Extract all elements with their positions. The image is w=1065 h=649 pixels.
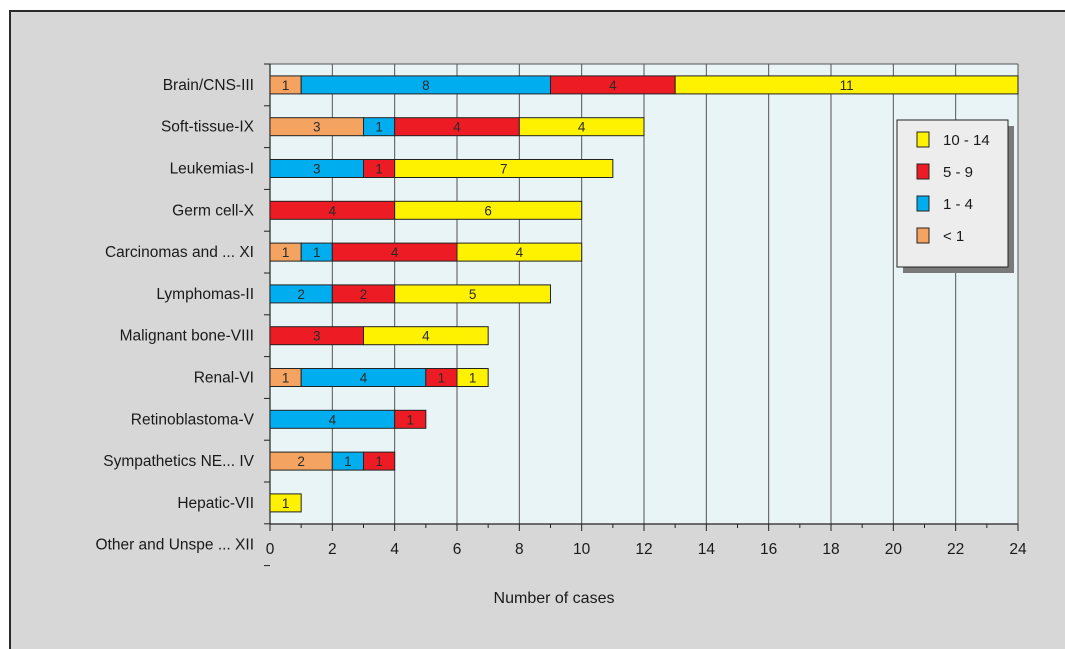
- bar-value-label: 11: [840, 78, 854, 93]
- category-label: Other and Unspe ... XII: [95, 537, 254, 554]
- bar-value-label: 4: [360, 371, 368, 386]
- legend-swatch: [916, 195, 930, 212]
- category-label: Retinoblastoma-V: [131, 411, 255, 428]
- x-tick-label: 20: [885, 541, 903, 558]
- x-tick-label: 12: [635, 541, 652, 558]
- bar-segment: [363, 451, 396, 471]
- bar-value-label: 1: [375, 120, 383, 135]
- legend-label: < 1: [943, 228, 964, 245]
- x-axis-title: Number of cases: [494, 590, 615, 607]
- x-tick-label: 4: [390, 541, 399, 558]
- bar-value-label: 2: [297, 287, 305, 302]
- category-label: Soft-tissue-IX: [161, 119, 255, 136]
- x-tick-label: 24: [1009, 541, 1027, 558]
- bar-value-label: 5: [469, 287, 477, 302]
- bar-value-label: 3: [313, 329, 321, 344]
- bar-value-label: 7: [500, 162, 508, 177]
- category-label: Sympathetics NE... IV: [103, 453, 254, 470]
- x-tick-label: 2: [328, 541, 337, 558]
- legend-label: 10 - 14: [943, 132, 990, 149]
- bar-value-label: 3: [313, 162, 321, 177]
- category-label: Malignant bone-VIII: [120, 328, 254, 345]
- bar-segment: [269, 493, 302, 513]
- bar-value-label: 1: [282, 245, 290, 260]
- bar-value-label: 1: [313, 245, 321, 260]
- category-label: Hepatic-VII: [177, 495, 254, 512]
- bar-segment: [456, 242, 583, 262]
- bar-value-label: 4: [578, 120, 586, 135]
- x-tick-label: 0: [266, 541, 275, 558]
- x-tick-label: 10: [573, 541, 591, 558]
- category-label: Lymphomas-II: [156, 286, 254, 303]
- legend-box: [896, 119, 1009, 268]
- x-tick-label: 22: [947, 541, 964, 558]
- bar-segment: [518, 117, 645, 137]
- bar-value-label: 3: [313, 120, 321, 135]
- category-label: Carcinomas and ... XI: [105, 244, 254, 261]
- bar-segment: [394, 200, 583, 220]
- bar-value-label: 4: [516, 245, 524, 260]
- bar-value-label: 4: [422, 329, 430, 344]
- category-label: Brain/CNS-III: [163, 77, 254, 94]
- x-tick-label: 6: [453, 541, 462, 558]
- bar-value-label: 6: [484, 203, 492, 218]
- bar-segment: [394, 409, 427, 429]
- x-tick-label: 18: [822, 541, 839, 558]
- bar-value-label: 4: [329, 203, 337, 218]
- bar-value-label: 1: [406, 412, 414, 427]
- bar-value-label: 2: [360, 287, 368, 302]
- bar-value-label: 2: [297, 454, 305, 469]
- bar-value-label: 1: [469, 371, 477, 386]
- bar-value-label: 1: [375, 454, 383, 469]
- bar-value-label: 4: [329, 412, 337, 427]
- legend-swatch: [916, 227, 930, 244]
- bar-value-label: 1: [282, 78, 290, 93]
- category-label: Germ cell-X: [172, 202, 254, 219]
- bar-segment: [456, 368, 489, 387]
- x-tick-label: 14: [698, 541, 716, 558]
- bar-segment: [363, 326, 489, 346]
- bar-segment: [674, 75, 1019, 95]
- bar-segment: [394, 159, 614, 178]
- legend-label: 5 - 9: [943, 164, 973, 181]
- category-label: Leukemias-I: [170, 161, 254, 178]
- legend-swatch: [916, 163, 930, 180]
- bar-value-label: 1: [282, 371, 290, 386]
- category-label: Renal-VI: [194, 370, 254, 387]
- legend-swatch: [916, 131, 930, 148]
- bar-value-label: 4: [391, 245, 399, 260]
- bar-value-label: 1: [438, 371, 446, 386]
- bar-value-label: 1: [282, 496, 290, 511]
- bar-value-label: 1: [375, 162, 383, 177]
- bar-value-label: 4: [609, 78, 617, 93]
- bar-value-label: 4: [453, 120, 461, 135]
- bar-value-label: 8: [422, 78, 430, 93]
- bar-value-label: 1: [344, 454, 352, 469]
- legend-label: 1 - 4: [943, 196, 973, 213]
- x-tick-label: 16: [760, 541, 777, 558]
- bar-segment: [394, 284, 551, 304]
- x-tick-label: 8: [515, 541, 524, 558]
